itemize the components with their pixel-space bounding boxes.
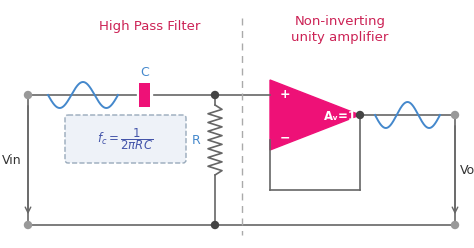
Text: R: R bbox=[192, 133, 201, 147]
Bar bbox=[139, 83, 151, 107]
Text: $f_c = \dfrac{1}{2\pi RC}$: $f_c = \dfrac{1}{2\pi RC}$ bbox=[97, 126, 154, 152]
Text: −: − bbox=[280, 131, 291, 145]
FancyBboxPatch shape bbox=[65, 115, 186, 163]
Text: Non-inverting
unity amplifier: Non-inverting unity amplifier bbox=[292, 15, 389, 44]
Circle shape bbox=[356, 112, 364, 119]
Circle shape bbox=[25, 221, 31, 228]
Text: C: C bbox=[141, 66, 149, 79]
Text: Aᵥ=1: Aᵥ=1 bbox=[324, 111, 357, 124]
Circle shape bbox=[452, 221, 458, 228]
Text: +: + bbox=[280, 88, 291, 100]
Circle shape bbox=[25, 92, 31, 98]
Circle shape bbox=[211, 221, 219, 228]
Text: High Pass Filter: High Pass Filter bbox=[100, 20, 201, 33]
Text: Vout: Vout bbox=[460, 163, 474, 177]
Circle shape bbox=[211, 92, 219, 98]
Text: Vin: Vin bbox=[2, 154, 22, 166]
Circle shape bbox=[452, 112, 458, 119]
Polygon shape bbox=[270, 80, 360, 150]
